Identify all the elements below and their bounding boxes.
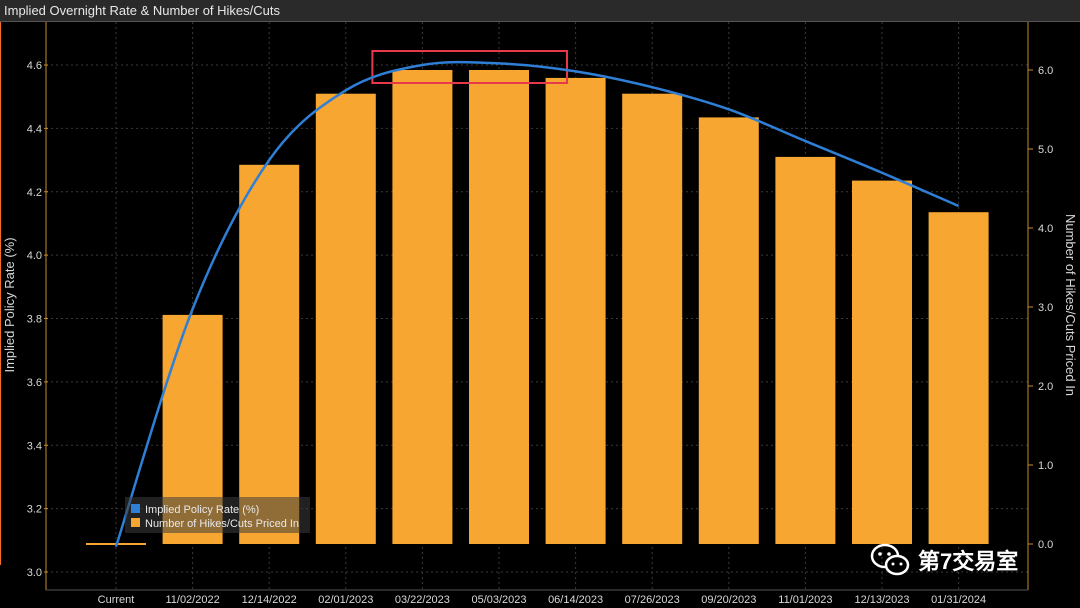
bar [622,93,683,544]
x-tick-label: 05/03/2023 [471,594,526,606]
bars [86,50,989,545]
bar [469,70,529,544]
y-axis-title: Implied Policy Rate (%) [2,237,17,372]
x-tick-label: 02/01/2023 [318,594,373,606]
legend: Implied Policy Rate (%) Number of Hikes/C… [125,497,310,533]
x-tick-label: 03/22/2023 [395,594,450,606]
y-tick-label: 3.8 [27,314,42,326]
gridlines [46,22,1028,590]
x-tick-label: 06/14/2023 [548,594,603,606]
y-tick-label: 3.4 [27,440,42,452]
bar [775,156,836,544]
chart-title: Implied Overnight Rate & Number of Hikes… [4,3,280,18]
bar [392,70,453,544]
legend-label: Implied Policy Rate (%) [145,504,259,516]
y2-tick-label: 0.0 [1038,539,1053,551]
x-tick-label: 11/01/2023 [778,594,832,606]
y2-tick-label: 5.0 [1038,144,1053,156]
x-tick-label: 12/13/2023 [854,594,909,606]
bar [239,164,300,545]
y2-tick-label: 3.0 [1038,302,1053,314]
bar [315,93,376,544]
y-tick-label: 3.6 [27,377,42,389]
y2-axis-title: Number of Hikes/Cuts Priced In [1063,214,1078,396]
x-tick-label: 09/20/2023 [701,594,756,606]
axes [0,22,1033,591]
x-tick-label: Current [98,594,135,606]
y-tick-label: 3.0 [27,567,42,579]
x-tick-label: 11/02/2022 [165,594,219,606]
watermark: 第7交易室 [870,540,1070,580]
bar [928,212,989,544]
legend-swatch [131,518,140,527]
legend-swatch [131,504,140,513]
highlight-box [371,50,568,84]
bar [852,180,912,544]
y-tick-label: 4.2 [27,187,42,199]
y2-tick-label: 1.0 [1038,460,1053,472]
y-tick-label: 3.2 [27,504,42,516]
rate-line [114,60,960,548]
y2-tick-label: 2.0 [1038,381,1053,393]
chart-title-bar: Implied Overnight Rate & Number of Hikes… [0,0,1080,22]
bar [698,117,759,545]
y-tick-label: 4.0 [27,250,42,262]
watermark-text: 第7交易室 [918,549,1019,574]
tick-labels: 3.0 3.2 3.4 3.6 3.8 4.0 4.2 4.4 4.6 Current 11/02/… [27,60,1054,606]
x-tick-label: 12/14/2022 [242,594,297,606]
y-tick-label: 4.4 [27,123,42,135]
y2-tick-label: 6.0 [1038,65,1053,77]
legend-box [125,497,310,533]
bar [545,77,606,545]
y2-tick-label: 4.0 [1038,223,1053,235]
y-tick-label: 4.6 [27,60,42,72]
wechat-icon [870,543,910,576]
x-tick-label: 01/31/2024 [931,594,986,606]
x-tick-label: 07/26/2023 [625,594,680,606]
legend-label: Number of Hikes/Cuts Priced In [145,518,299,530]
